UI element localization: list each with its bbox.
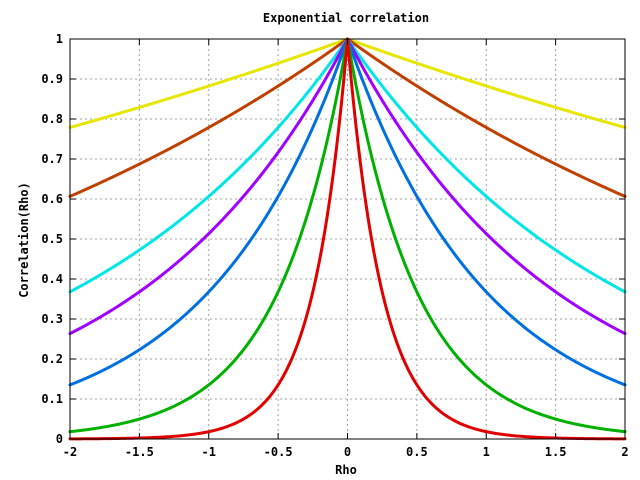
y-tick-label: 0.7 <box>41 152 63 166</box>
y-tick-labels: 0 0.1 0.2 0.3 0.4 0.5 0.6 0.7 0.8 0.9 1 <box>41 32 63 446</box>
x-tick-label: -0.5 <box>264 445 293 459</box>
series-group <box>68 37 627 441</box>
chart-title: Exponential correlation <box>263 11 429 25</box>
y-tick-label: 1 <box>56 32 63 46</box>
y-tick-label: 0.1 <box>41 392 63 406</box>
y-tick-label: 0.6 <box>41 192 63 206</box>
y-tick-label: 0.8 <box>41 112 63 126</box>
x-tick-label: -2 <box>63 445 77 459</box>
y-axis-label: Correlation(Rho) <box>17 182 31 298</box>
grid-lines <box>70 39 625 439</box>
x-tick-label: -1 <box>202 445 216 459</box>
x-tick-label: 1 <box>483 445 490 459</box>
y-tick-label: 0.4 <box>41 272 63 286</box>
y-tick-label: 0.2 <box>41 352 63 366</box>
x-tick-label: 0.5 <box>406 445 428 459</box>
x-tick-label: 1.5 <box>545 445 567 459</box>
y-tick-label: 0.9 <box>41 72 63 86</box>
x-tick-label: 0 <box>344 445 351 459</box>
y-tick-label: 0.3 <box>41 312 63 326</box>
x-tick-label: -1.5 <box>125 445 154 459</box>
x-tick-label: 2 <box>621 445 628 459</box>
series-line-l-4 <box>68 37 627 198</box>
axis-ticks <box>69 38 626 440</box>
y-tick-label: 0 <box>56 432 63 446</box>
x-axis-label: Rho <box>335 463 357 477</box>
x-tick-labels: -2 -1.5 -1 -0.5 0 0.5 1 1.5 2 <box>63 445 629 459</box>
y-tick-label: 0.5 <box>41 232 63 246</box>
